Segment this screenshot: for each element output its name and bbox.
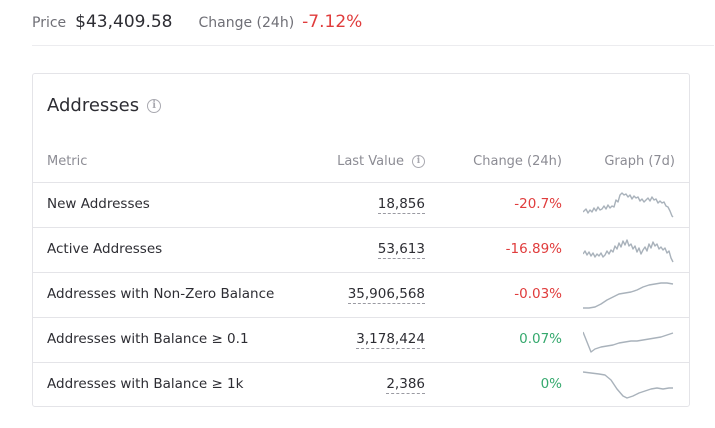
last-value-link[interactable]: 3,178,424 [356,331,425,349]
change-value: -16.89% [505,241,562,257]
sparkline-graph[interactable] [583,369,675,401]
sparkline-graph[interactable] [583,279,675,311]
table-row: Addresses with Non-Zero Balance 35,906,5… [33,273,689,318]
change-value: 0.07% [519,331,562,347]
price-value: $43,409.58 [75,12,173,32]
column-last-value: Last Value i [337,154,425,169]
table-header: Metric Last Value i Change (24h) Graph (… [33,146,689,183]
price-label: Price [32,15,67,31]
table-row: New Addresses 18,856 -20.7% [33,183,689,228]
last-value-link[interactable]: 2,386 [386,376,425,394]
last-value-link[interactable]: 53,613 [377,241,425,259]
change-value: -20.7% [514,196,562,212]
change-value: 0% [540,376,562,392]
last-value-link[interactable]: 35,906,568 [347,286,425,304]
metric-name: Addresses with Balance ≥ 1k [47,376,244,392]
change-value: -7.12% [302,12,363,32]
metric-name: Addresses with Balance ≥ 0.1 [47,331,249,347]
column-metric: Metric [47,154,88,169]
table-row: Active Addresses 53,613 -16.89% [33,228,689,273]
sparkline-graph[interactable] [583,234,675,266]
change-value: -0.03% [514,286,562,302]
metric-name: New Addresses [47,196,150,212]
addresses-title: Addresses [47,95,140,116]
sparkline-graph[interactable] [583,189,675,221]
table-row: Addresses with Balance ≥ 1k 2,386 0% [33,363,689,407]
info-icon[interactable]: i [412,155,425,168]
column-change: Change (24h) [473,154,562,169]
column-graph: Graph (7d) [604,154,675,169]
card-title: Addresses i [47,95,162,116]
table-row: Addresses with Balance ≥ 0.1 3,178,424 0… [33,318,689,363]
change-label: Change (24h) [198,15,295,31]
metric-name: Addresses with Non-Zero Balance [47,286,275,302]
sparkline-graph[interactable] [583,324,675,356]
info-icon[interactable]: i [147,98,162,113]
metric-name: Active Addresses [47,241,163,257]
column-last-value-label: Last Value [337,154,404,169]
price-summary-bar: Price $43,409.58 Change (24h) -7.12% [32,12,714,46]
addresses-card: Addresses i Metric Last Value i Change (… [32,73,690,407]
table-body: New Addresses 18,856 -20.7% Active Addre… [33,183,689,407]
last-value-link[interactable]: 18,856 [377,196,425,214]
